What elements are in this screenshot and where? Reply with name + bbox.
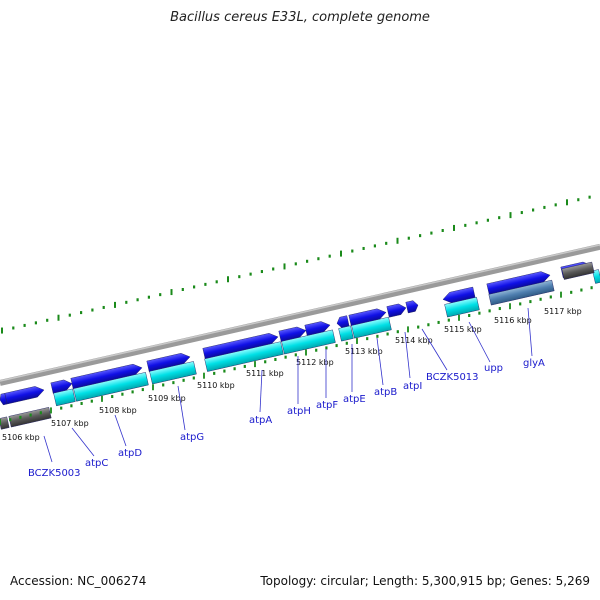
cds-forward-feature: [50, 379, 73, 394]
cds-forward-feature: [304, 321, 331, 337]
gene-leader-line: [404, 331, 411, 379]
rna-feature: [0, 416, 10, 430]
gene-label: atpI: [403, 381, 422, 392]
scale-label: 5116 kbp: [494, 316, 532, 325]
gene-label: atpC: [85, 458, 108, 469]
gene-leader-line: [376, 337, 384, 386]
scale-label: 5112 kbp: [296, 358, 334, 367]
gene-label: atpG: [180, 432, 204, 443]
gene-label: BCZK5003: [28, 468, 81, 479]
cds-reverse-feature: [149, 361, 197, 385]
rna-feature: [561, 261, 595, 280]
gene-label: atpH: [287, 406, 311, 417]
map-title: Bacillus cereus E33L, complete genome: [170, 10, 430, 25]
gene-label: atpD: [118, 448, 142, 459]
cds-forward-feature: [146, 353, 191, 373]
gene-label: atpF: [316, 400, 338, 411]
gene-leader-line: [527, 307, 533, 357]
cds-reverse-feature: [444, 296, 480, 318]
cds-forward-feature: [70, 363, 143, 390]
cds-reverse-feature: [204, 341, 284, 372]
cds-forward-feature: [386, 303, 407, 318]
gene-label: atpB: [374, 387, 397, 398]
gene-label: atpA: [249, 415, 272, 426]
scale-label: 5109 kbp: [148, 394, 186, 403]
cds-forward-feature: [278, 326, 307, 343]
scale-label: 5115 kbp: [444, 325, 482, 334]
cds-forward-feature: [348, 308, 387, 327]
scale-label: 5113 kbp: [345, 347, 383, 356]
gene-leader-line: [177, 385, 186, 431]
backbone-line: [0, 243, 600, 386]
map-layer: 5106 kbp 5107 kbp 5108 kbp 5109 kbp 5110 kbp…: [0, 195, 600, 479]
gene-label: glyA: [523, 358, 545, 369]
scale-label: 5111 kbp: [246, 369, 284, 378]
backbone-highlight: [0, 244, 600, 382]
cds-forward-feature: [4, 386, 45, 405]
gene-leader-line: [468, 321, 491, 363]
gene-label: atpE: [343, 394, 366, 405]
cds-forward-feature: [202, 333, 279, 360]
gene-leader-line: [259, 369, 263, 413]
cds-reverse-feature: [281, 329, 336, 355]
gene-leader-line: [71, 427, 95, 457]
scale-label: 5110 kbp: [197, 381, 235, 390]
cds-reverse-feature: [53, 388, 76, 407]
scale-label: 5107 kbp: [51, 419, 89, 428]
scale-label: 5108 kbp: [99, 406, 137, 415]
scale-label: 5117 kbp: [544, 307, 582, 316]
cds-reverse-feature: [73, 372, 149, 402]
scale-label: 5106 kbp: [2, 433, 40, 442]
cds-reverse-feature: [592, 269, 600, 284]
cds-reverse-feature: [338, 325, 354, 342]
gene-label: upp: [484, 363, 503, 374]
gene-leader-line: [114, 414, 127, 447]
cds-forward-feature: [486, 271, 551, 295]
scale-label: 5114 kbp: [395, 336, 433, 345]
gene-leader-line: [421, 328, 448, 371]
rna-feature: [8, 407, 52, 428]
topology-summary: Topology: circular; Length: 5,300,915 bp…: [260, 574, 590, 588]
cds-reverse-feature: [351, 316, 392, 339]
gene-label: BCZK5013: [426, 372, 479, 383]
gene-leader-line: [43, 435, 53, 463]
cds-forward-feature: [405, 300, 419, 314]
accession-text: Accession: NC_006274: [10, 574, 147, 588]
rrna-feature: [488, 279, 555, 306]
